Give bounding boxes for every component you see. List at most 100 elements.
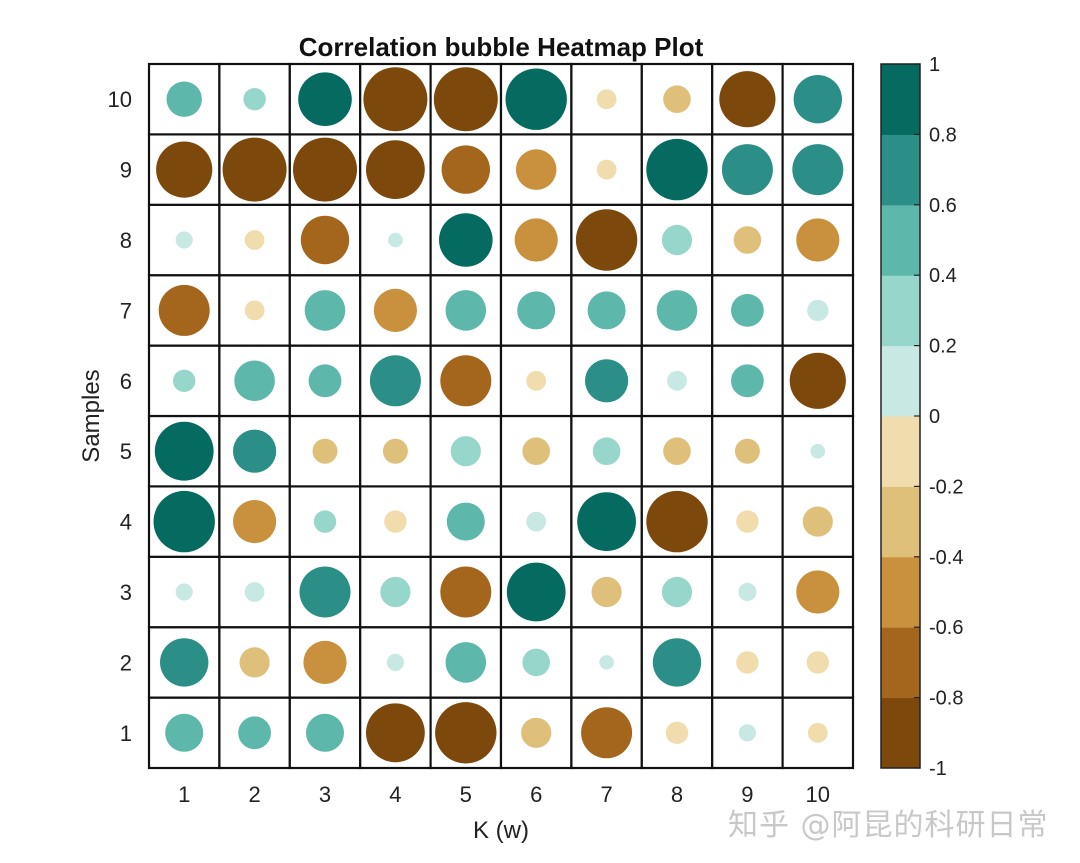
bubble-point — [154, 421, 214, 481]
colorbar-segment — [881, 416, 920, 487]
bubble-point — [505, 68, 567, 130]
bubble-point — [300, 215, 350, 265]
colorbar-segment — [881, 697, 920, 769]
bubble-point — [175, 583, 193, 601]
colorbar-segment — [881, 556, 920, 628]
colorbar-tick-label: -0.6 — [929, 617, 963, 639]
bubble-point — [160, 638, 209, 687]
bubble-point — [158, 284, 210, 336]
bubble-point — [298, 72, 352, 126]
x-tick-label: 4 — [389, 782, 401, 807]
bubble-point — [446, 502, 485, 541]
bubble-point — [306, 713, 344, 752]
bubble-point — [734, 438, 760, 464]
bubble-point — [736, 651, 759, 674]
bubble-point — [166, 81, 202, 117]
bubble-point — [526, 511, 547, 532]
bubble-point — [435, 702, 497, 764]
chart-title: Correlation bubble Heatmap Plot — [299, 32, 704, 62]
x-tick-label: 6 — [530, 782, 542, 807]
bubble-point — [796, 570, 840, 614]
bubble-point — [441, 145, 490, 194]
bubble-point — [585, 359, 629, 403]
bubble-point — [308, 364, 342, 398]
y-tick-label: 3 — [120, 580, 132, 605]
bubble-point — [445, 642, 487, 683]
y-tick-label: 1 — [120, 721, 132, 746]
bubble-point — [517, 291, 556, 330]
y-axis-label: Samples — [78, 369, 105, 462]
y-tick-label: 7 — [120, 298, 132, 323]
bubble-point — [293, 137, 357, 202]
bubble-point — [577, 492, 636, 551]
bubble-point — [731, 294, 764, 327]
bubble-point — [380, 576, 411, 608]
bubble-point — [388, 232, 403, 248]
bubble-point — [810, 443, 826, 459]
bubble-point — [366, 703, 425, 763]
x-axis-label: K (w) — [473, 817, 529, 844]
bubble-point — [599, 655, 614, 670]
bubble-point — [789, 352, 846, 409]
x-tick-label: 8 — [671, 782, 683, 807]
colorbar-segment — [881, 64, 920, 135]
x-tick-label: 10 — [806, 782, 830, 807]
bubble-point — [244, 230, 265, 250]
bubble-point — [514, 218, 558, 262]
bubble-point — [738, 582, 757, 602]
bubble-layer — [153, 67, 846, 764]
x-tick-label: 5 — [460, 782, 472, 807]
bubble-point — [736, 510, 759, 533]
bubble-point — [721, 144, 773, 196]
y-tick-label: 5 — [120, 439, 132, 464]
bubble-point — [793, 75, 842, 124]
x-tick-label: 2 — [248, 782, 260, 807]
bubble-point — [153, 490, 215, 553]
bubble-point — [738, 724, 757, 742]
colorbar-tick-label: 0.2 — [929, 336, 957, 358]
bubble-point — [807, 722, 828, 743]
bubble-point — [596, 89, 617, 110]
bubble-point — [663, 85, 691, 113]
colorbar-tick-label: -0.8 — [929, 688, 963, 710]
bubble-point — [661, 224, 693, 256]
bubble-point — [526, 370, 547, 391]
bubble-point — [646, 490, 708, 553]
bubble-point — [506, 562, 566, 622]
colorbar-segment — [881, 134, 920, 206]
x-axis-ticks: 1 2 3 4 5 6 7 8 9 10 — [178, 782, 830, 807]
bubble-point — [175, 231, 193, 249]
bubble-point — [596, 159, 617, 180]
bubble-point — [165, 713, 204, 752]
bubble-point — [522, 437, 550, 466]
bubble-point — [733, 226, 762, 254]
bubble-point — [299, 566, 351, 618]
bubble-point — [244, 300, 265, 321]
bubble-point — [667, 370, 687, 391]
colorbar-segment — [881, 275, 920, 347]
heatmap-grid — [147, 62, 855, 770]
bubble-point — [363, 67, 428, 132]
bubble-point — [646, 138, 708, 201]
bubble-point — [587, 291, 626, 330]
bubble-point — [173, 369, 196, 392]
bubble-point — [796, 218, 840, 262]
bubble-point — [439, 213, 493, 267]
bubble-point — [373, 288, 417, 332]
bubble-point — [661, 576, 693, 608]
x-tick-label: 7 — [600, 782, 612, 807]
colorbar-tick-label: 0.8 — [929, 124, 957, 146]
bubble-point — [313, 510, 337, 533]
bubble-point — [806, 651, 829, 674]
bubble-point — [591, 576, 622, 608]
x-tick-label: 9 — [741, 782, 753, 807]
y-tick-label: 6 — [120, 369, 132, 394]
bubble-point — [652, 638, 702, 687]
bubble-point — [384, 510, 407, 533]
bubble-point — [665, 721, 689, 744]
colorbar-tick-label: -0.2 — [929, 476, 963, 498]
x-tick-label: 1 — [178, 782, 190, 807]
bubble-point — [802, 506, 833, 537]
bubble-point — [156, 141, 213, 198]
